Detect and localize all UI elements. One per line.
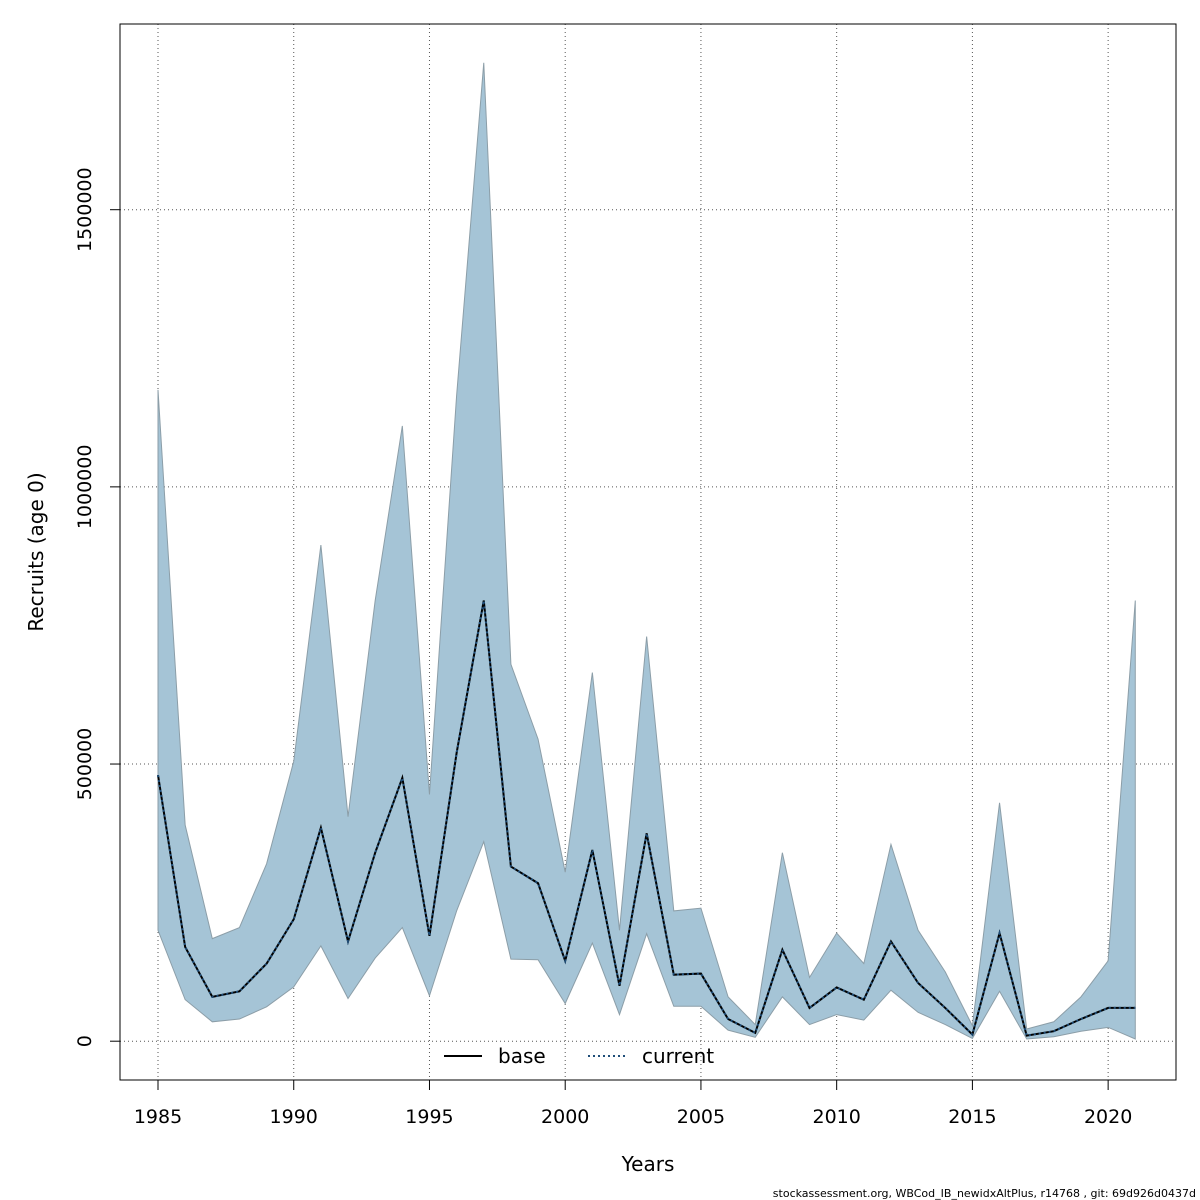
y-tick-label-500000: 500000: [74, 728, 96, 801]
x-axis-title: Years: [621, 1152, 675, 1176]
x-tick-label-1985: 1985: [134, 1106, 182, 1128]
legend-label-current: current: [642, 1044, 714, 1068]
x-axis: 1985 1990 1995 2000 2005 2010 2015 2020: [134, 1079, 1132, 1128]
footer-caption: stockassessment.org, WBCod_IB_newidxAltP…: [773, 1187, 1196, 1200]
x-tick-label-2015: 2015: [948, 1106, 996, 1128]
series-line-current: [157, 600, 1136, 1037]
x-tick-label-1995: 1995: [405, 1106, 453, 1128]
x-tick-label-2005: 2005: [677, 1106, 725, 1128]
x-tick-label-1990: 1990: [270, 1106, 318, 1128]
confidence-band: [157, 62, 1136, 1040]
y-tick-label-1500000: 1500000: [74, 167, 96, 252]
legend: base current: [444, 1044, 714, 1068]
y-tick-label-0: 0: [74, 1035, 96, 1047]
y-axis: 0 500000 1000000 1500000: [74, 167, 121, 1047]
y-axis-title: Recruits (age 0): [24, 472, 48, 631]
x-tick-label-2010: 2010: [812, 1106, 860, 1128]
y-tick-label-1000000: 1000000: [74, 445, 96, 530]
x-tick-label-2020: 2020: [1084, 1106, 1132, 1128]
legend-label-base: base: [498, 1044, 546, 1068]
grid-lines: [120, 24, 1176, 1080]
x-tick-label-2000: 2000: [541, 1106, 589, 1128]
